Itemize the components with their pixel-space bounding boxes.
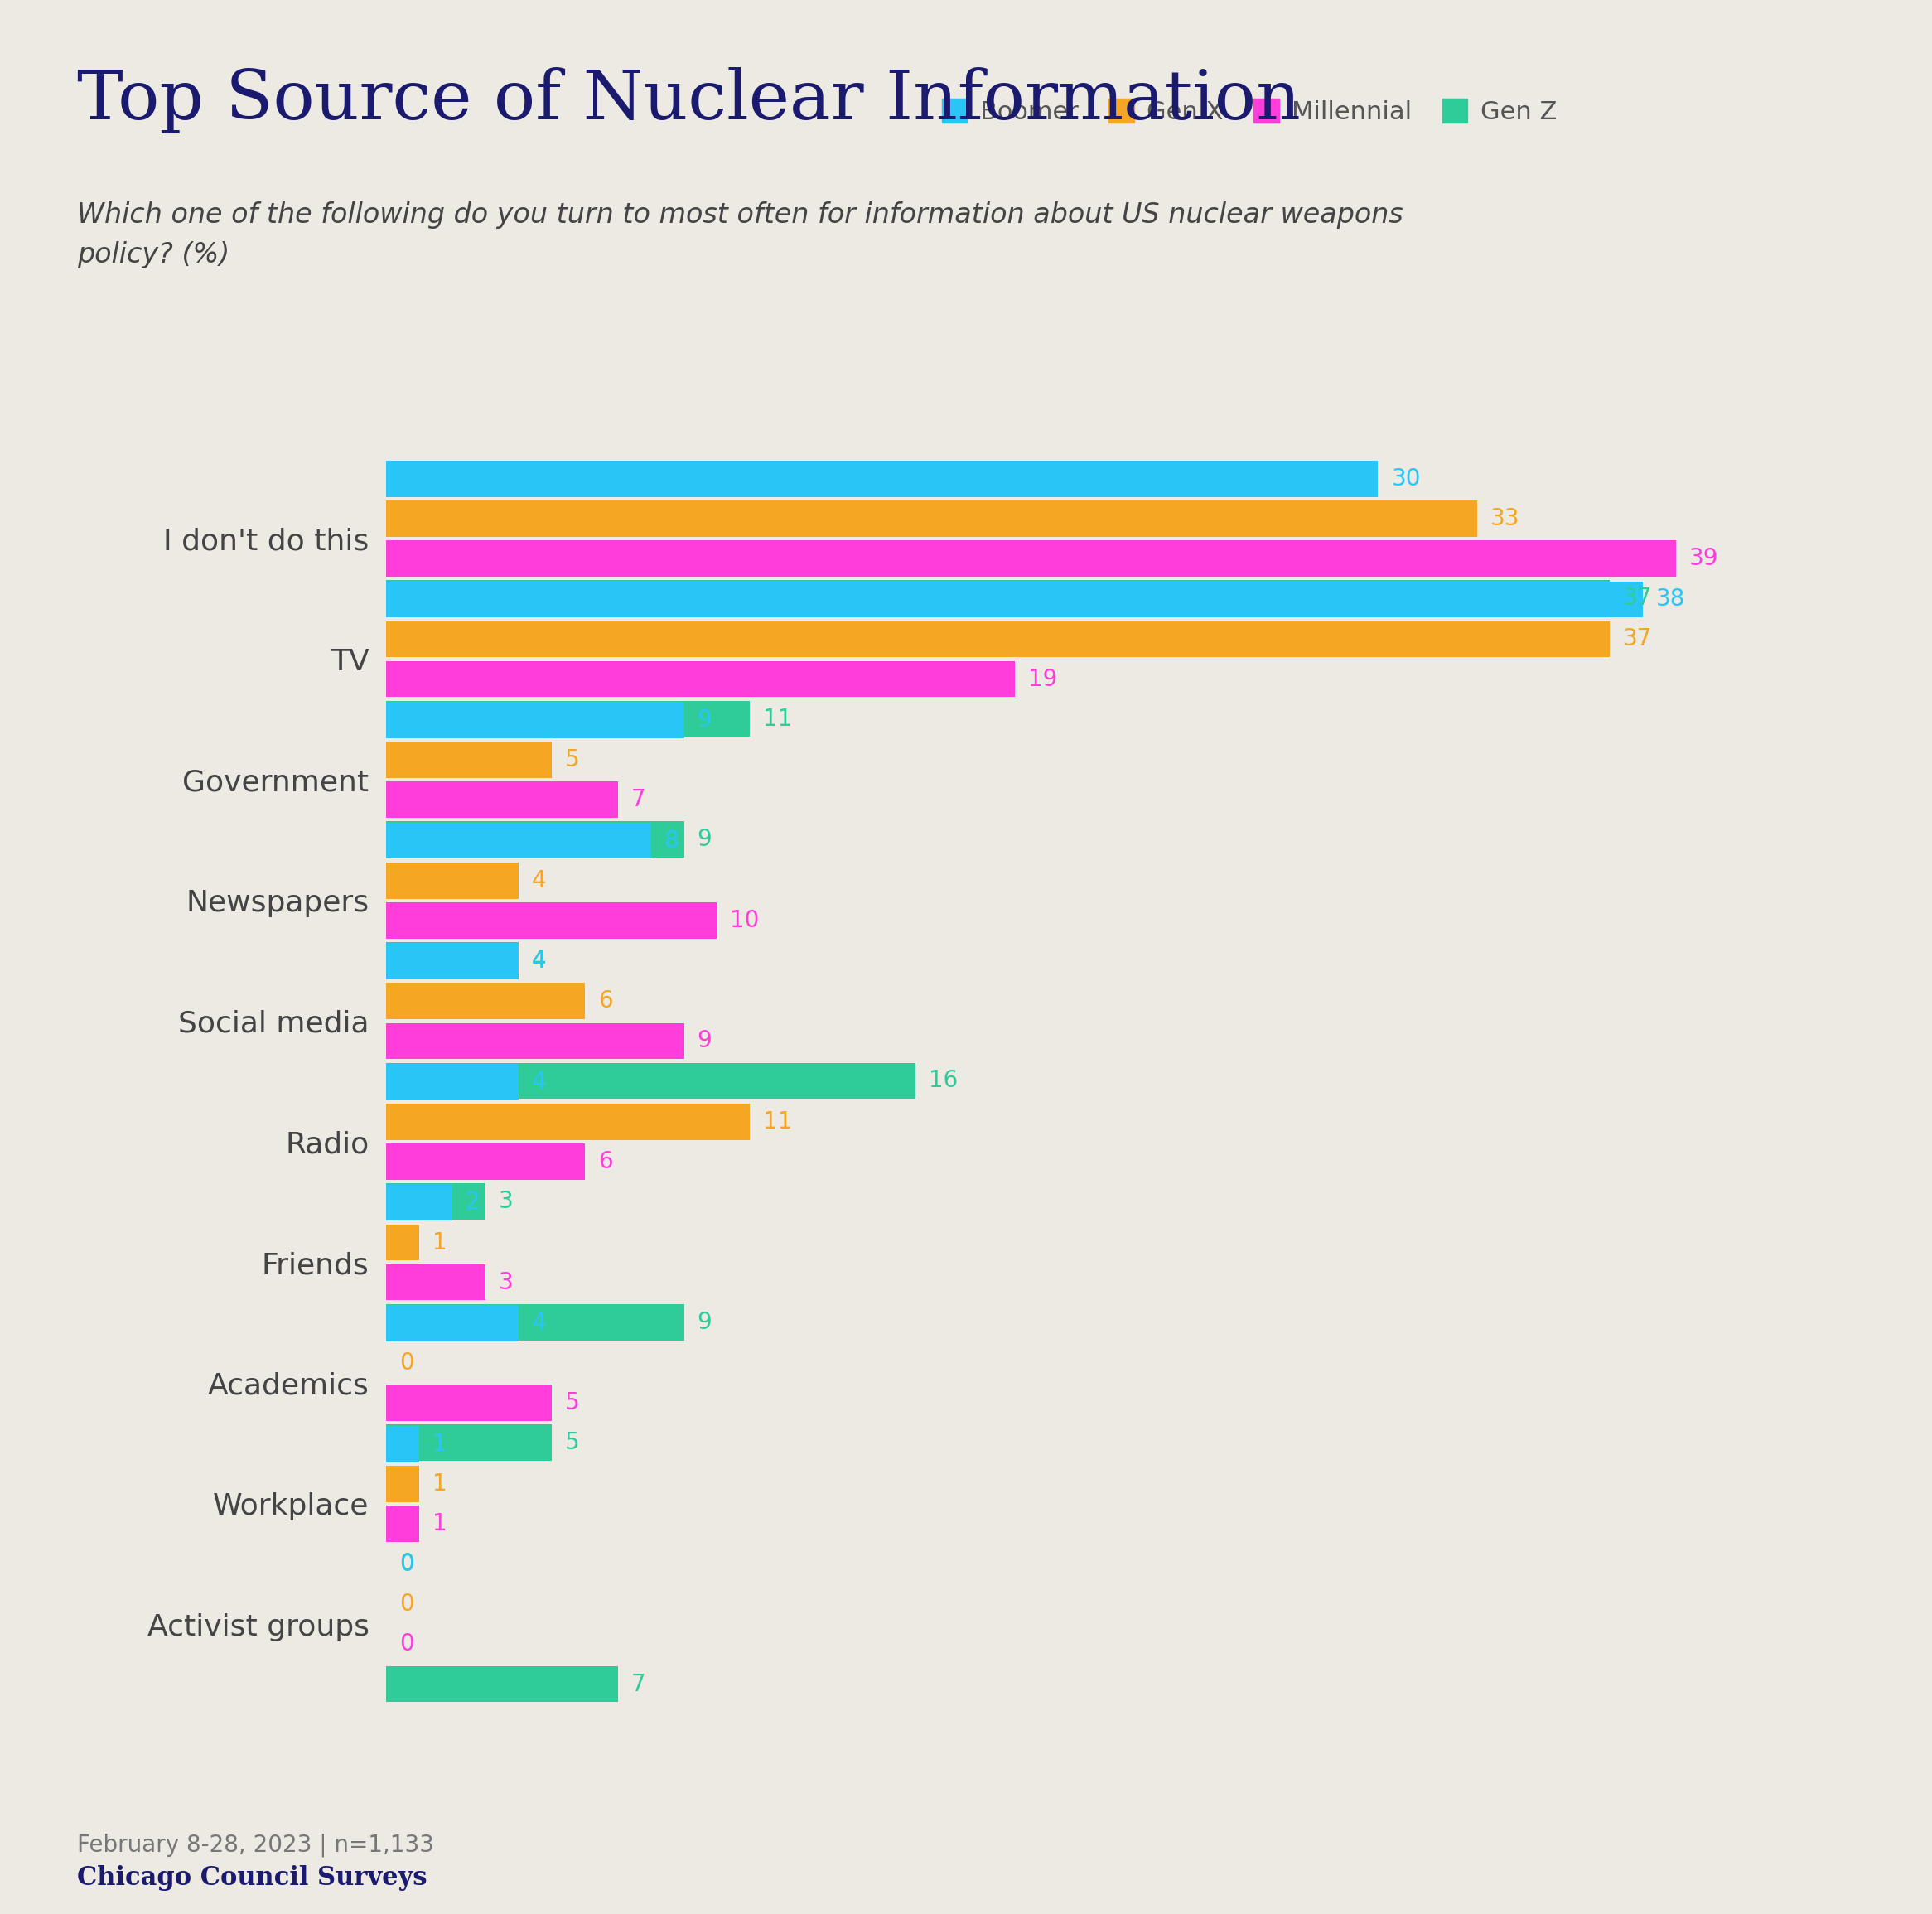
Bar — [386, 821, 684, 857]
Text: 37: 37 — [1623, 628, 1652, 651]
Bar — [386, 1104, 750, 1141]
Bar — [386, 1506, 419, 1541]
Bar — [386, 1265, 485, 1300]
Bar — [386, 944, 518, 980]
Bar — [386, 540, 1675, 576]
Text: 4: 4 — [531, 949, 547, 972]
Text: 9: 9 — [697, 708, 711, 731]
Text: 9: 9 — [697, 1030, 711, 1053]
Text: 30: 30 — [1391, 467, 1420, 490]
Bar — [386, 461, 1378, 498]
Bar — [386, 1022, 684, 1058]
Text: 7: 7 — [632, 789, 645, 812]
Text: Chicago Council Surveys: Chicago Council Surveys — [77, 1866, 427, 1891]
Text: 4: 4 — [531, 949, 547, 972]
Text: 19: 19 — [1028, 668, 1057, 691]
Text: 5: 5 — [564, 1391, 580, 1414]
Bar — [386, 1665, 618, 1702]
Bar — [386, 1386, 553, 1420]
Text: 2: 2 — [466, 1191, 481, 1213]
Text: 9: 9 — [697, 829, 711, 852]
Text: February 8-28, 2023 | n=1,133: February 8-28, 2023 | n=1,133 — [77, 1834, 435, 1857]
Text: 4: 4 — [531, 869, 547, 892]
Bar — [386, 701, 750, 737]
Text: 6: 6 — [599, 990, 612, 1013]
Legend: Boomer, Gen X, Millennial, Gen Z: Boomer, Gen X, Millennial, Gen Z — [931, 88, 1567, 134]
Text: 16: 16 — [929, 1070, 958, 1093]
Bar — [386, 863, 518, 898]
Text: 6: 6 — [599, 1150, 612, 1173]
Text: 4: 4 — [531, 1070, 547, 1093]
Bar — [386, 1426, 419, 1462]
Text: 8: 8 — [665, 829, 678, 852]
Text: 10: 10 — [730, 909, 759, 932]
Text: 0: 0 — [400, 1592, 413, 1615]
Bar — [386, 1064, 518, 1101]
Text: 11: 11 — [763, 708, 792, 731]
Text: 0: 0 — [400, 1552, 413, 1575]
Bar — [386, 781, 618, 817]
Text: 3: 3 — [498, 1271, 514, 1294]
Text: 11: 11 — [763, 1110, 792, 1133]
Bar — [386, 984, 585, 1020]
Bar — [386, 580, 1609, 616]
Bar — [386, 1143, 585, 1179]
Bar — [386, 1303, 684, 1340]
Text: 5: 5 — [564, 748, 580, 771]
Bar — [386, 1062, 916, 1099]
Text: 37: 37 — [1623, 586, 1652, 611]
Bar — [386, 1183, 485, 1219]
Bar — [386, 582, 1642, 618]
Bar — [386, 901, 717, 938]
Text: 7: 7 — [632, 1673, 645, 1696]
Text: 1: 1 — [433, 1432, 448, 1455]
Text: 3: 3 — [498, 1191, 514, 1213]
Bar — [386, 1305, 518, 1342]
Bar — [386, 942, 518, 978]
Text: 0: 0 — [400, 1552, 413, 1577]
Text: Top Source of Nuclear Information: Top Source of Nuclear Information — [77, 67, 1300, 134]
Bar — [386, 500, 1478, 536]
Bar — [386, 622, 1609, 657]
Text: 5: 5 — [564, 1432, 580, 1455]
Bar — [386, 743, 553, 777]
Text: 4: 4 — [531, 1311, 547, 1334]
Text: Which one of the following do you turn to most often for information about US nu: Which one of the following do you turn t… — [77, 201, 1403, 268]
Text: 0: 0 — [400, 1351, 413, 1374]
Text: 33: 33 — [1492, 507, 1520, 530]
Text: 1: 1 — [433, 1472, 448, 1495]
Bar — [386, 1185, 452, 1221]
Text: 9: 9 — [697, 1311, 711, 1334]
Bar — [386, 660, 1014, 697]
Bar — [386, 1225, 419, 1261]
Bar — [386, 823, 651, 859]
Text: 1: 1 — [433, 1231, 448, 1254]
Text: 39: 39 — [1689, 547, 1718, 570]
Text: 0: 0 — [400, 1633, 413, 1656]
Text: 1: 1 — [433, 1512, 448, 1535]
Bar — [386, 702, 684, 739]
Bar — [386, 1424, 553, 1460]
Text: 38: 38 — [1656, 588, 1685, 611]
Bar — [386, 1466, 419, 1502]
